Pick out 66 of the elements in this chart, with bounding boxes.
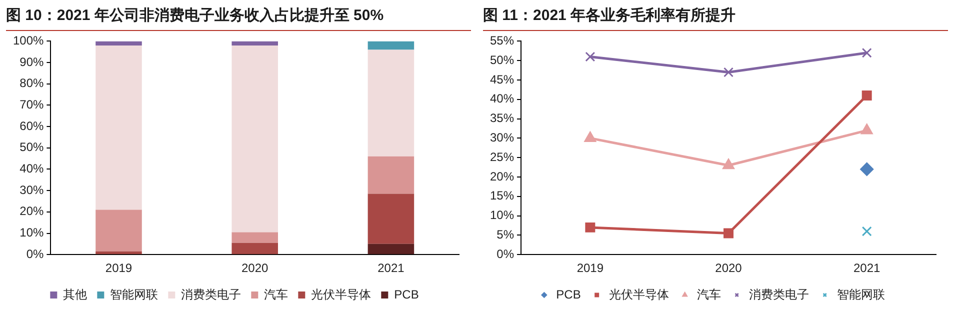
legend-label: 消费类电子: [748, 287, 809, 302]
bar: [96, 251, 142, 254]
y-tick-label: 20%: [490, 169, 514, 184]
y-tick-label: 100%: [12, 34, 44, 48]
y-tick-label: 80%: [20, 76, 44, 90]
y-tick-label: 60%: [20, 118, 44, 133]
bar: [368, 244, 414, 254]
x-tick-label: 2020: [715, 261, 742, 276]
legend-label: 消费类电子: [181, 287, 242, 302]
point: [584, 131, 596, 142]
legend-label: PCB: [556, 287, 581, 302]
point: [860, 124, 873, 134]
y-tick-label: 25%: [490, 150, 514, 164]
point: [585, 52, 596, 62]
legend-label: 汽车: [696, 287, 721, 302]
y-tick-label: 10%: [20, 226, 44, 240]
bar: [368, 50, 414, 156]
y-tick-label: 0%: [26, 246, 44, 261]
chart-title: 图 11：2021 年各业务毛利率有所提升: [483, 0, 948, 31]
y-tick-label: 45%: [490, 72, 514, 86]
legend-label: PCB: [394, 287, 419, 302]
x-tick-label: 2021: [853, 261, 881, 276]
legend-label: 汽车: [264, 287, 288, 302]
y-tick-label: 30%: [490, 130, 514, 145]
y-tick-label: 50%: [490, 52, 514, 67]
y-tick-label: 90%: [20, 54, 44, 69]
x-tick-label: 2019: [576, 261, 604, 276]
bar: [96, 210, 142, 252]
legend-label: 智能网联: [836, 287, 885, 302]
point: [585, 222, 596, 232]
point: [862, 226, 872, 236]
y-tick-label: 50%: [20, 140, 44, 154]
point: [722, 158, 734, 170]
chart-title: 图 10：2021 年公司非消费电子业务收入占比提升至 50%: [6, 0, 471, 31]
y-tick-label: 0%: [496, 246, 514, 261]
x-tick-label: 2021: [378, 261, 405, 276]
y-tick-label: 70%: [20, 98, 44, 112]
point: [724, 67, 734, 78]
y-tick-label: 10%: [490, 208, 514, 222]
point: [724, 228, 734, 238]
y-tick-label: 35%: [490, 111, 514, 126]
bar: [232, 45, 278, 232]
x-tick-label: 2020: [241, 261, 269, 276]
bar: [368, 41, 414, 50]
bar: [96, 45, 142, 210]
bar: [368, 194, 414, 244]
point: [860, 162, 874, 176]
bar: [232, 41, 278, 46]
y-tick-label: 15%: [490, 188, 514, 203]
legend-label: 光伏半导体: [311, 287, 372, 302]
x-tick-label: 2019: [105, 261, 132, 276]
legend-label: 光伏半导体: [608, 287, 669, 302]
y-tick-label: 20%: [20, 204, 44, 218]
bar: [368, 156, 414, 194]
y-tick-label: 30%: [20, 182, 44, 197]
y-tick-label: 5%: [496, 228, 514, 242]
y-tick-label: 40%: [20, 162, 44, 176]
bar: [96, 41, 142, 46]
bar: [232, 242, 278, 254]
bar: [232, 232, 278, 243]
legend-label: 智能网联: [110, 287, 158, 302]
y-tick-label: 40%: [490, 92, 514, 106]
legend-label: 其他: [63, 287, 88, 302]
y-tick-label: 55%: [490, 34, 514, 48]
point: [862, 48, 872, 58]
point: [862, 90, 872, 101]
